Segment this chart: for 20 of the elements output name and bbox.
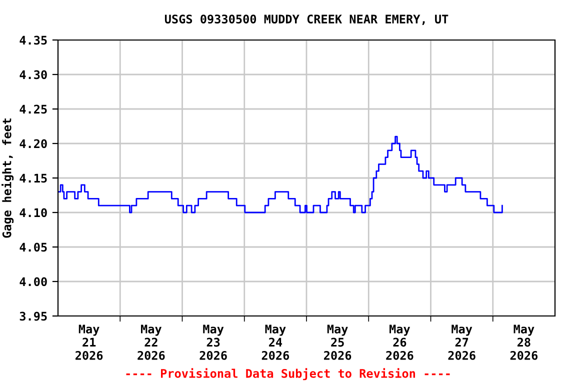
y-tick-label: 4.00 [20, 277, 47, 286]
y-tick-label: 4.20 [20, 139, 47, 148]
y-tick-label: 4.25 [20, 104, 47, 114]
chart-title: USGS 09330500 MUDDY CREEK NEAR EMERY, UT [164, 14, 448, 25]
y-tick-label: 4.15 [20, 174, 47, 183]
y-tick-label: 4.30 [20, 70, 47, 80]
text: ---- Provisional Data Subject to Revision ---- [126, 368, 450, 380]
x-tick-label: May 23 2026 [200, 324, 227, 360]
y-tick-label: 4.10 [20, 208, 47, 218]
x-tick-label: May 26 2026 [386, 324, 414, 360]
x-tick-label: May 27 2026 [448, 324, 476, 360]
y-tick-label: 4.05 [20, 242, 47, 252]
y-axis-title: Gage height, feet [2, 118, 14, 238]
y-tick-label: 4.35 [20, 36, 47, 45]
y-tick-label: 3.95 [20, 312, 47, 321]
x-tick-label: May 21 2026 [76, 324, 103, 360]
x-tick-label: May 24 2026 [262, 324, 290, 360]
x-tick-label: May 22 2026 [138, 324, 165, 360]
x-tick-label: May 28 2026 [510, 324, 538, 360]
x-tick-label: May 25 2026 [324, 324, 352, 360]
